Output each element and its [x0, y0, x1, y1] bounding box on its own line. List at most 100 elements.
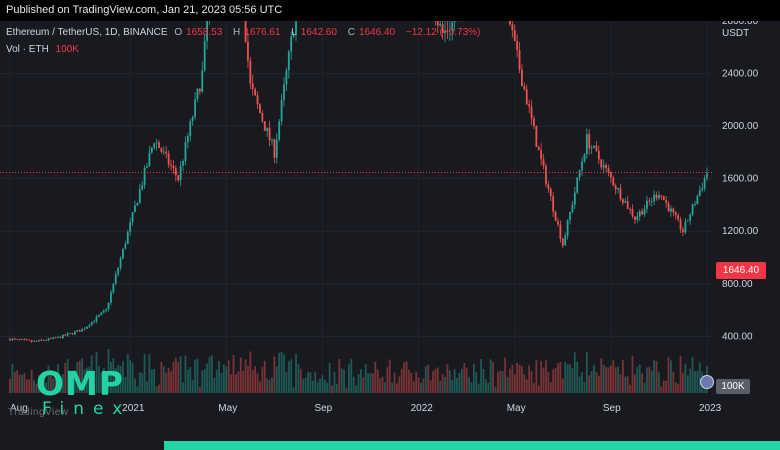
candle-body: [88, 325, 91, 327]
volume-bar: [381, 376, 384, 393]
candle-body: [57, 336, 59, 338]
candle-body: [194, 99, 196, 117]
volume-bar: [186, 370, 189, 393]
volume-bar: [165, 372, 168, 393]
volume-bar: [275, 366, 278, 393]
time-tick-label: Aug: [10, 403, 28, 414]
volume-bar: [283, 354, 285, 393]
chart-panel[interactable]: 4800.004400.004000.003600.003200.002800.…: [0, 21, 780, 450]
volume-bar: [364, 364, 367, 393]
volume-bar: [662, 380, 665, 393]
volume-bar: [595, 372, 598, 393]
volume-bar: [69, 381, 71, 393]
candle-body: [138, 189, 141, 203]
candle-body: [33, 341, 35, 342]
price-chart[interactable]: 4800.004400.004000.003600.003200.002800.…: [0, 21, 780, 450]
candle-body: [54, 337, 57, 339]
volume-bar: [146, 381, 148, 393]
volume-bar: [412, 381, 415, 393]
candle-body: [102, 310, 105, 313]
volume-bar: [422, 378, 425, 393]
candle-body: [78, 330, 81, 332]
volume-bar: [470, 382, 473, 393]
volume-bar: [410, 372, 413, 393]
candle-body: [540, 150, 543, 160]
candle-body: [261, 112, 264, 122]
volume-bar: [679, 355, 682, 393]
volume-bar: [621, 359, 624, 393]
volume-bar: [249, 351, 252, 393]
candle-body: [609, 172, 612, 178]
volume-bar: [672, 371, 675, 393]
candle-body: [670, 208, 672, 212]
candle-body: [11, 338, 14, 341]
high-value: 1676.61: [244, 27, 281, 38]
volume-bar: [549, 382, 552, 393]
candle-body: [576, 177, 579, 193]
candle-body: [672, 208, 675, 213]
volume-bar: [338, 358, 341, 393]
volume-bar: [174, 357, 177, 393]
volume-bar: [124, 376, 127, 393]
price-tick-label: 400.00: [722, 331, 753, 342]
volume-bar: [347, 364, 350, 393]
volume-bar: [355, 385, 357, 393]
volume-bar: [150, 369, 153, 393]
candle-body: [614, 185, 617, 190]
volume-bar: [696, 370, 699, 393]
volume-bar: [477, 383, 480, 393]
candle-body: [206, 21, 208, 41]
candle-body: [143, 168, 146, 185]
volume-bar: [66, 358, 69, 393]
candle-body: [167, 153, 170, 165]
volume-bar: [516, 362, 519, 393]
volume-bar: [143, 353, 146, 393]
volume-bar: [446, 364, 449, 393]
volume-bar: [369, 372, 372, 393]
volume-bar: [686, 375, 689, 393]
omp-logo-text: OMP: [36, 364, 125, 403]
volume-bar: [590, 371, 593, 393]
candle-body: [69, 333, 71, 334]
candle-body: [153, 143, 156, 148]
price-tick-label: 1200.00: [722, 226, 759, 237]
volume-bar: [328, 363, 331, 393]
volume-bar: [391, 382, 394, 393]
volume-bar: [571, 368, 574, 393]
candle-body: [76, 330, 79, 332]
candle-body: [573, 192, 576, 205]
candle-body: [583, 154, 586, 162]
brand-strip: [164, 441, 780, 450]
candle-body: [114, 274, 117, 284]
volume-bar: [537, 385, 540, 393]
candle-body: [578, 170, 581, 178]
volume-bar: [650, 370, 653, 393]
volume-bar: [237, 371, 240, 393]
volume-bar: [326, 382, 329, 393]
candle-body: [81, 329, 84, 332]
candle-body: [9, 339, 11, 341]
candle-body: [636, 216, 639, 221]
candle-body: [251, 83, 254, 90]
volume-bar: [30, 369, 33, 393]
time-tick-label: 2023: [699, 403, 722, 414]
volume-bar: [259, 381, 261, 393]
volume-bar: [271, 377, 273, 393]
candle-body: [648, 200, 651, 202]
volume-bar: [540, 360, 543, 393]
volume-bar: [631, 355, 634, 393]
candle-body: [184, 142, 187, 161]
candle-body: [73, 331, 76, 335]
volume-bar: [299, 368, 302, 393]
volume-bar: [182, 382, 184, 393]
volume-bar: [345, 387, 348, 393]
volume-bar: [138, 372, 141, 393]
time-tick-label: Sep: [314, 403, 332, 414]
time-tick-label: May: [507, 403, 526, 414]
volume-bar: [372, 373, 374, 393]
volume-bar: [33, 380, 35, 393]
candle-body: [105, 309, 108, 311]
volume-bar: [626, 375, 629, 393]
candle-body: [523, 86, 526, 90]
volume-bar: [52, 378, 55, 393]
